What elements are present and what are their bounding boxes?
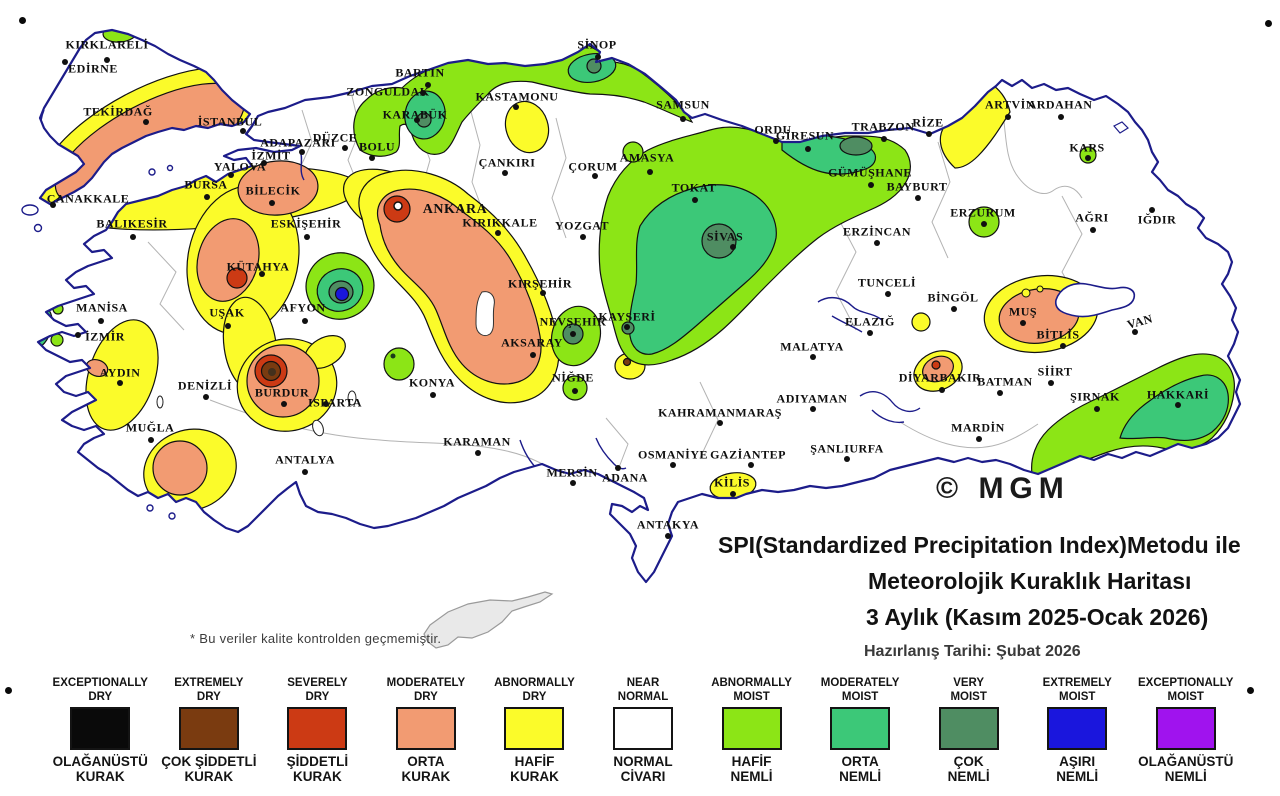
legend-label-tr: ORTA NEMLİ — [839, 754, 882, 785]
legend-item: ABNORMALLY DRY HAFİF KURAK — [480, 677, 589, 796]
small-lakes — [156, 390, 357, 437]
corner-mark — [5, 687, 12, 694]
legend-item: SEVERELY DRY ŞİDDETLİ KURAK — [263, 677, 372, 796]
legend-label-en: MODERATELY MOIST — [820, 677, 900, 703]
legend-label-en: EXCEPTIONALLY DRY — [52, 677, 148, 703]
legend-label-en: MODERATELY DRY — [386, 677, 466, 703]
legend-item: MODERATELY DRY ORTA KURAK — [372, 677, 481, 796]
legend-item: EXTREMELY DRY ÇOK ŞİDDETLİ KURAK — [155, 677, 264, 796]
legend-item: EXCEPTIONALLY DRY OLAĞANÜSTÜ KURAK — [46, 677, 155, 796]
legend-item: EXTREMELY MOIST AŞIRI NEMLİ — [1023, 677, 1132, 796]
legend-label-en: SEVERELY DRY — [287, 677, 348, 703]
corner-mark — [1265, 20, 1272, 27]
legend-swatch — [938, 707, 999, 750]
legend-label-en: EXTREMELY DRY — [174, 677, 244, 703]
legend-swatch — [395, 707, 456, 750]
legend-label-tr: ŞİDDETLİ KURAK — [286, 754, 349, 785]
legend-swatch — [1047, 707, 1108, 750]
legend-swatch — [1155, 707, 1216, 750]
mus-yellow-specks — [1021, 285, 1044, 298]
legend-label-en: EXCEPTIONALLY MOIST — [1138, 677, 1234, 703]
lake-tuz — [475, 291, 495, 337]
legend-swatch — [287, 707, 348, 750]
legend-item: EXCEPTIONALLY MOIST OLAĞANÜSTÜ NEMLİ — [1131, 677, 1240, 796]
small-map-dot — [390, 353, 396, 359]
legend-label-tr: HAFİF NEMLİ — [730, 754, 773, 785]
legend-label-tr: NORMAL CİVARI — [613, 754, 673, 785]
legend-label-tr: OLAĞANÜSTÜ NEMLİ — [1138, 754, 1234, 785]
legend-swatch — [721, 707, 782, 750]
map-title-line1: SPI(Standardized Precipitation Index)Met… — [718, 532, 1241, 558]
map-prepared-date: Hazırlanış Tarihi: Şubat 2026 — [864, 643, 1081, 660]
drought-map: KIRKLARELİ EDİRNE TEKİRDAĞ İSTANBUL ADAPAZAR… — [21, 28, 1242, 660]
legend-swatch — [504, 707, 565, 750]
extremely-moist-core — [334, 286, 350, 302]
lake-van — [1054, 282, 1136, 318]
legend-label-tr: ÇOK NEMLİ — [947, 754, 990, 785]
legend-item: MODERATELY MOIST ORTA NEMLİ — [806, 677, 915, 796]
legend-label-tr: OLAĞANÜSTÜ KURAK — [52, 754, 148, 785]
legend-label-en: VERY MOIST — [950, 677, 987, 703]
legend-label-en: ABNORMALLY MOIST — [711, 677, 792, 703]
legend-swatch — [70, 707, 131, 750]
legend-item: ABNORMALLY MOIST HAFİF NEMLİ — [697, 677, 806, 796]
map-title-line2: Meteorolojik Kuraklık Haritası — [868, 568, 1192, 594]
legend-swatch — [613, 707, 673, 750]
legend-label-tr: HAFİF KURAK — [510, 754, 559, 785]
legend-label-en: ABNORMALLY DRY — [494, 677, 575, 703]
lake-cildir — [1113, 121, 1129, 134]
coastline — [36, 28, 1242, 584]
quality-note: * Bu veriler kalite kontrolden geçmemişt… — [190, 631, 442, 646]
legend-label-en: EXTREMELY MOIST — [1042, 677, 1112, 703]
map-title-line3: 3 Aylık (Kasım 2025-Ocak 2026) — [866, 604, 1209, 630]
legend-label-en: NEAR NORMAL — [617, 677, 669, 703]
cyprus-island — [423, 591, 554, 649]
legend-swatch — [178, 707, 239, 750]
lakes-rivers — [38, 109, 1136, 471]
legend-swatch — [830, 707, 891, 750]
drought-legend: EXCEPTIONALLY DRY OLAĞANÜSTÜ KURAK EXTREMELY… — [0, 672, 1280, 796]
burdur-core — [268, 368, 276, 376]
legend-label-tr: ORTA KURAK — [401, 754, 451, 785]
legend-item: NEAR NORMAL NORMAL CİVARI — [589, 677, 698, 796]
legend-item: VERY MOIST ÇOK NEMLİ — [914, 677, 1023, 796]
corner-mark — [1247, 687, 1254, 694]
mgm-copyright: © MGM — [936, 472, 1070, 505]
corner-mark — [19, 17, 26, 24]
legend-label-tr: AŞIRI NEMLİ — [1056, 754, 1099, 785]
islands — [21, 164, 176, 520]
legend-label-tr: ÇOK ŞİDDETLİ KURAK — [161, 754, 257, 785]
ankara-city-ring — [393, 201, 403, 211]
